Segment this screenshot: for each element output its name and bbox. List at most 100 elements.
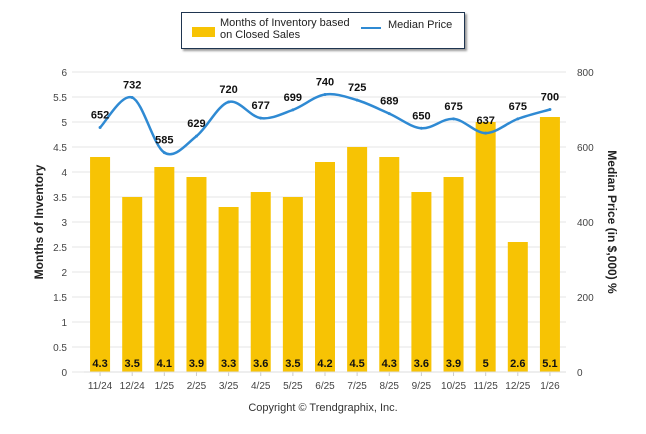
bar[interactable] (539, 117, 560, 372)
line-point[interactable] (130, 96, 134, 99)
legend-bar-swatch[interactable] (192, 27, 215, 37)
bar[interactable] (475, 122, 496, 372)
line-value-label: 637 (476, 115, 494, 127)
y-left-tick-label: 0.5 (53, 343, 67, 354)
bar[interactable] (282, 197, 303, 372)
y-right-tick-label: 600 (577, 143, 594, 154)
line-point[interactable] (387, 112, 391, 116)
line-point[interactable] (548, 108, 552, 111)
line-point[interactable] (194, 134, 198, 138)
line-point[interactable] (452, 117, 456, 121)
bar-value-label: 4.3 (92, 358, 107, 370)
bar[interactable] (379, 157, 400, 372)
line-value-label: 675 (509, 101, 527, 113)
legend-line-swatch[interactable] (361, 27, 381, 29)
y-axis-right-ticks: 0 200 400 600 800 (577, 68, 594, 379)
bar[interactable] (443, 177, 464, 372)
x-tick-label: 9/25 (412, 381, 432, 392)
line-value-label: 650 (412, 110, 430, 122)
bar-value-label: 3.9 (446, 358, 461, 370)
y-left-tick-label: 1 (61, 318, 67, 329)
bar-value-label: 3.9 (189, 358, 204, 370)
line-point[interactable] (484, 131, 488, 135)
x-tick-label: 5/25 (283, 381, 303, 392)
bar-value-label: 2.6 (510, 358, 525, 370)
x-tick-label: 7/25 (347, 381, 367, 392)
y-axis-left-title: Months of Inventory (32, 164, 46, 280)
line-value-label: 652 (91, 110, 109, 122)
y-left-tick-label: 2 (61, 268, 67, 279)
line-data-labels: 652 732 585 629 720 677 699 740 725 689 650 675 637 6… (91, 77, 559, 147)
line-point[interactable] (162, 151, 166, 155)
bar[interactable] (250, 192, 271, 372)
x-tick-label: 2/25 (187, 381, 207, 392)
bar-value-label: 3.6 (253, 358, 268, 370)
bar[interactable] (507, 242, 528, 372)
x-tick-label: 3/25 (219, 381, 239, 392)
bar-value-label: 3.5 (125, 358, 140, 370)
x-tick-label: 8/25 (380, 381, 400, 392)
line-point[interactable] (323, 93, 327, 96)
y-left-tick-label: 5.5 (53, 93, 67, 104)
bar[interactable] (122, 197, 143, 372)
y-left-tick-label: 5 (61, 118, 67, 129)
y-right-tick-label: 800 (577, 68, 594, 79)
line-value-label: 725 (348, 82, 366, 94)
x-tick-label: 6/25 (315, 381, 335, 392)
bar[interactable] (186, 177, 207, 372)
x-tick-label: 11/25 (474, 381, 499, 392)
y-left-tick-label: 4.5 (53, 143, 67, 154)
line-point[interactable] (516, 117, 520, 121)
bar-value-label: 4.5 (349, 358, 364, 370)
line-value-label: 585 (155, 135, 173, 147)
bar-value-label: 4.2 (317, 358, 332, 370)
bar-value-label: 5 (483, 358, 489, 370)
x-tick-label: 12/24 (120, 381, 145, 392)
bar-value-label: 5.1 (542, 358, 557, 370)
line-value-label: 732 (123, 80, 141, 92)
bar[interactable] (90, 157, 111, 372)
line-value-label: 699 (284, 92, 302, 104)
bar[interactable] (411, 192, 432, 372)
legend-line-label: Median Price (388, 19, 453, 31)
bar[interactable] (347, 147, 368, 372)
line-point[interactable] (98, 126, 102, 129)
y-right-tick-label: 200 (577, 293, 594, 304)
y-left-tick-label: 3.5 (53, 193, 67, 204)
x-tick-label: 10/25 (441, 381, 466, 392)
bar-data-labels: 4.3 3.5 4.1 3.9 3.3 3.6 3.5 4.2 4.5 4.3 3.6 3.9 5 2.6… (92, 358, 557, 370)
line-series (98, 92, 552, 156)
y-left-tick-label: 2.5 (53, 243, 67, 254)
y-axis-left-ticks: 0 0.5 1 1.5 2 2.5 3 3.5 4 4.5 5 5.5 6 (53, 68, 67, 379)
y-left-tick-label: 3 (61, 218, 67, 229)
bar-value-label: 4.3 (382, 358, 397, 370)
legend-bar-label-line2: on Closed Sales (220, 29, 301, 41)
line-value-label: 689 (380, 96, 398, 108)
bar[interactable] (315, 162, 335, 372)
x-tick-label: 1/26 (540, 381, 560, 392)
line-value-label: 720 (219, 84, 237, 96)
bar-series (90, 117, 560, 372)
line-point[interactable] (227, 100, 231, 104)
y-right-tick-label: 0 (577, 368, 583, 379)
line-value-label: 700 (541, 92, 559, 104)
line-point[interactable] (259, 116, 263, 120)
line-value-label: 629 (187, 118, 205, 130)
line-point[interactable] (419, 126, 423, 130)
bar[interactable] (154, 167, 175, 372)
line-value-label: 740 (316, 77, 334, 89)
line-value-label: 677 (252, 100, 270, 112)
x-tick-label: 4/25 (251, 381, 271, 392)
bar-value-label: 3.6 (414, 358, 429, 370)
x-tick-label: 11/24 (88, 381, 113, 392)
y-left-tick-label: 0 (61, 368, 67, 379)
legend-bar-label-line1: Months of Inventory based (220, 17, 350, 29)
line-point[interactable] (355, 98, 359, 102)
bar[interactable] (218, 207, 239, 372)
legend: Months of Inventory based on Closed Sale… (181, 12, 465, 49)
y-left-tick-label: 1.5 (53, 293, 67, 304)
x-axis: 11/24 12/24 1/25 2/25 3/25 4/25 5/25 6/25 7/25 8/… (84, 371, 566, 392)
x-tick-label: 1/25 (155, 381, 175, 392)
line-point[interactable] (291, 108, 295, 112)
